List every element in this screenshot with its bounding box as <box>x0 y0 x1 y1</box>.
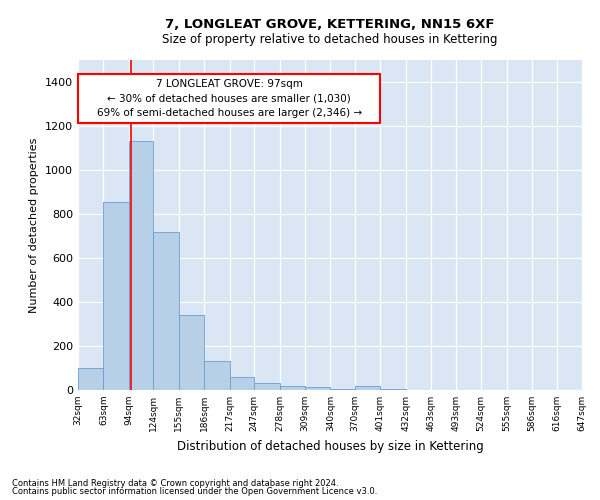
Text: Contains public sector information licensed under the Open Government Licence v3: Contains public sector information licen… <box>12 487 377 496</box>
Bar <box>129 142 154 390</box>
Bar <box>154 232 179 390</box>
Text: Size of property relative to detached houses in Kettering: Size of property relative to detached ho… <box>162 32 498 46</box>
Bar <box>103 202 129 390</box>
Text: Contains HM Land Registry data © Crown copyright and database right 2024.: Contains HM Land Registry data © Crown c… <box>12 478 338 488</box>
X-axis label: Distribution of detached houses by size in Kettering: Distribution of detached houses by size … <box>176 440 484 452</box>
Text: 7 LONGLEAT GROVE: 97sqm
← 30% of detached houses are smaller (1,030)
69% of semi: 7 LONGLEAT GROVE: 97sqm ← 30% of detache… <box>97 78 362 118</box>
Bar <box>204 362 230 390</box>
Bar <box>179 315 204 390</box>
Bar <box>78 368 103 390</box>
Bar <box>355 386 380 390</box>
Bar <box>280 386 305 390</box>
Bar <box>380 389 406 390</box>
Bar <box>331 389 355 390</box>
Bar <box>230 377 254 390</box>
Bar <box>78 74 380 122</box>
Text: 7, LONGLEAT GROVE, KETTERING, NN15 6XF: 7, LONGLEAT GROVE, KETTERING, NN15 6XF <box>165 18 495 30</box>
Bar <box>305 386 331 390</box>
Y-axis label: Number of detached properties: Number of detached properties <box>29 138 40 312</box>
Bar <box>254 384 280 390</box>
